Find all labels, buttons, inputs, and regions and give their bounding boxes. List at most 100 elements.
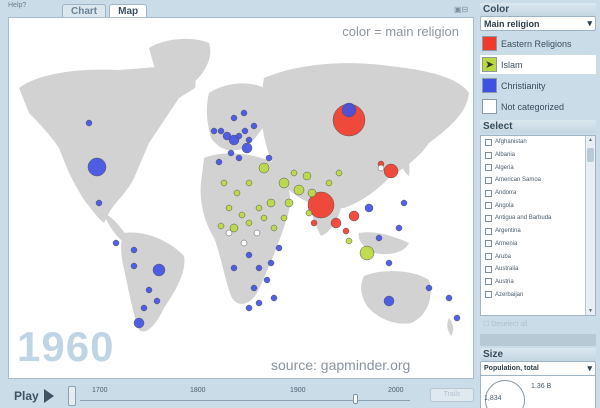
play-button[interactable]: Play <box>14 389 54 403</box>
country-bubble[interactable] <box>345 237 353 245</box>
country-bubble[interactable] <box>133 317 145 329</box>
country-checkbox[interactable] <box>485 265 492 273</box>
help-link[interactable]: Help? <box>8 2 27 9</box>
country-list-item[interactable]: Algeria <box>481 161 595 174</box>
country-bubble[interactable] <box>280 214 288 222</box>
country-bubble[interactable] <box>383 163 399 179</box>
country-bubble[interactable] <box>364 203 374 213</box>
country-bubble[interactable] <box>258 162 270 174</box>
country-bubble[interactable] <box>255 299 263 307</box>
time-slider-knob[interactable] <box>353 394 358 404</box>
country-bubble[interactable] <box>230 114 238 122</box>
country-bubble[interactable] <box>225 204 233 212</box>
country-bubble[interactable] <box>270 294 278 302</box>
country-bubble[interactable] <box>270 224 278 232</box>
country-bubble[interactable] <box>445 294 453 302</box>
country-bubble[interactable] <box>305 209 313 217</box>
country-bubble[interactable] <box>225 229 233 237</box>
country-list-item[interactable]: Australia <box>481 263 595 276</box>
country-bubble[interactable] <box>278 177 290 189</box>
country-checkbox[interactable] <box>485 189 492 197</box>
country-bubble[interactable] <box>210 127 218 135</box>
country-checkbox[interactable] <box>485 164 492 172</box>
country-bubble[interactable] <box>375 234 383 242</box>
country-bubble[interactable] <box>245 179 253 187</box>
size-dropdown[interactable]: Population, total ▾ <box>480 361 596 376</box>
country-bubble[interactable] <box>310 219 318 227</box>
country-bubble[interactable] <box>395 224 403 232</box>
scroll-thumb[interactable] <box>587 148 594 162</box>
legend-item-islam[interactable]: ➤ Islam <box>480 55 596 74</box>
country-bubble[interactable] <box>238 211 246 219</box>
country-bubble[interactable] <box>265 154 273 162</box>
country-bubble[interactable] <box>253 229 261 237</box>
country-bubble[interactable] <box>245 251 253 259</box>
country-bubble[interactable] <box>293 184 305 196</box>
country-list-item[interactable]: American Samoa <box>481 174 595 187</box>
country-bubble[interactable] <box>112 239 120 247</box>
country-bubble[interactable] <box>245 136 253 144</box>
deselect-all-button[interactable]: ☐ Deselect all <box>483 321 528 328</box>
country-list-item[interactable]: Aruba <box>481 250 595 263</box>
country-bubble[interactable] <box>145 286 153 294</box>
speed-handle[interactable] <box>68 386 76 406</box>
window-controls-icon[interactable]: ▣⊟ <box>454 5 469 14</box>
country-checkbox[interactable] <box>485 176 492 184</box>
country-bubble[interactable] <box>229 223 239 233</box>
country-list-item[interactable]: Argentina <box>481 225 595 238</box>
country-bubble[interactable] <box>227 149 235 157</box>
country-bubble[interactable] <box>330 217 342 229</box>
country-bubble[interactable] <box>230 264 238 272</box>
country-bubble[interactable] <box>290 169 298 177</box>
country-bubble[interactable] <box>359 245 375 261</box>
country-bubble[interactable] <box>377 164 385 172</box>
country-bubble[interactable] <box>267 259 275 267</box>
time-slider-track[interactable] <box>80 400 410 401</box>
country-bubble[interactable] <box>250 284 258 292</box>
country-checkbox[interactable] <box>485 253 492 261</box>
country-bubble[interactable] <box>87 157 107 177</box>
country-checkbox[interactable] <box>485 291 492 299</box>
country-checkbox[interactable] <box>485 202 492 210</box>
size-control[interactable]: 1.36 B 1,834 <box>480 375 596 408</box>
country-checkbox[interactable] <box>485 278 492 286</box>
country-bubble[interactable] <box>275 244 283 252</box>
country-bubble[interactable] <box>95 199 103 207</box>
country-bubble[interactable] <box>266 198 276 208</box>
country-bubble[interactable] <box>260 214 268 222</box>
country-list-item[interactable]: Albania <box>481 149 595 162</box>
country-bubble[interactable] <box>235 154 243 162</box>
country-bubble[interactable] <box>383 295 395 307</box>
scroll-down-icon[interactable]: ▼ <box>588 308 593 314</box>
country-bubble[interactable] <box>130 262 138 270</box>
country-bubble[interactable] <box>425 284 433 292</box>
country-bubble[interactable] <box>342 227 350 235</box>
trails-button[interactable]: Trails <box>430 388 474 402</box>
legend-item-eastern[interactable]: Eastern Religions <box>480 34 596 53</box>
country-list-item[interactable]: Afghanistan <box>481 136 595 149</box>
country-bubble[interactable] <box>307 191 335 219</box>
country-bubble[interactable] <box>307 188 317 198</box>
country-bubble[interactable] <box>241 142 253 154</box>
legend-item-not-categorized[interactable]: Not categorized <box>480 97 596 116</box>
country-bubble[interactable] <box>85 119 93 127</box>
country-bubble[interactable] <box>341 102 357 118</box>
country-bubble[interactable] <box>217 127 225 135</box>
country-bubble[interactable] <box>385 259 393 267</box>
legend-item-christianity[interactable]: Christianity <box>480 76 596 95</box>
country-bubble[interactable] <box>240 109 248 117</box>
country-bubble[interactable] <box>250 122 258 130</box>
scroll-up-icon[interactable]: ▲ <box>588 137 593 143</box>
country-list[interactable]: Afghanistan Albania Algeria American Samoa A… <box>480 135 596 316</box>
country-bubble[interactable] <box>263 276 271 284</box>
country-bubble[interactable] <box>453 314 461 322</box>
country-bubble[interactable] <box>348 210 360 222</box>
country-list-item[interactable]: Andorra <box>481 187 595 200</box>
country-bubble[interactable] <box>153 297 161 305</box>
country-bubble[interactable] <box>140 304 148 312</box>
country-list-item[interactable]: Antigua and Barbuda <box>481 212 595 225</box>
country-bubble[interactable] <box>217 222 225 230</box>
country-bubble[interactable] <box>302 171 312 181</box>
country-bubble[interactable] <box>255 264 263 272</box>
country-list-item[interactable]: Armenia <box>481 238 595 251</box>
